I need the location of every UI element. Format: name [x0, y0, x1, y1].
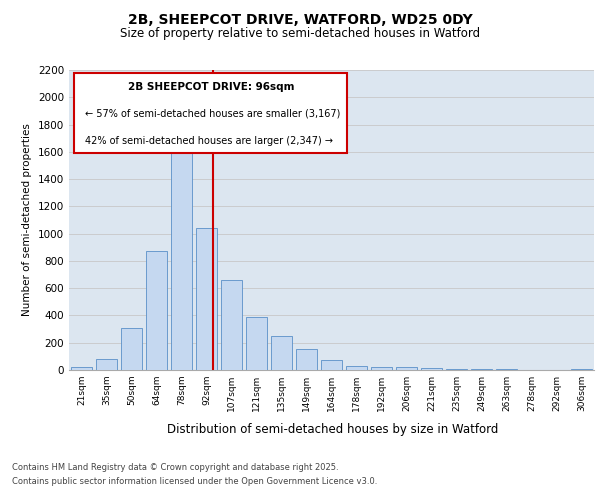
Text: Size of property relative to semi-detached houses in Watford: Size of property relative to semi-detach…	[120, 28, 480, 40]
Bar	[171, 141, 192, 370]
Bar	[146, 252, 167, 370]
Bar	[221, 280, 242, 370]
Bar	[74, 73, 347, 152]
Bar	[371, 366, 392, 370]
Bar	[196, 228, 217, 370]
Bar	[421, 368, 442, 370]
Text: Contains public sector information licensed under the Open Government Licence v3: Contains public sector information licen…	[12, 477, 377, 486]
Bar	[121, 328, 142, 370]
Bar	[321, 360, 342, 370]
Bar	[296, 349, 317, 370]
Bar	[96, 359, 117, 370]
Bar	[271, 336, 292, 370]
Text: 2B SHEEPCOT DRIVE: 96sqm: 2B SHEEPCOT DRIVE: 96sqm	[128, 82, 294, 92]
Text: Contains HM Land Registry data © Crown copyright and database right 2025.: Contains HM Land Registry data © Crown c…	[12, 464, 338, 472]
Bar	[346, 366, 367, 370]
Text: Distribution of semi-detached houses by size in Watford: Distribution of semi-detached houses by …	[167, 422, 499, 436]
Text: ← 57% of semi-detached houses are smaller (3,167): ← 57% of semi-detached houses are smalle…	[85, 109, 340, 119]
Bar	[396, 368, 417, 370]
Text: 2B, SHEEPCOT DRIVE, WATFORD, WD25 0DY: 2B, SHEEPCOT DRIVE, WATFORD, WD25 0DY	[128, 12, 472, 26]
Bar	[71, 368, 92, 370]
Text: 42% of semi-detached houses are larger (2,347) →: 42% of semi-detached houses are larger (…	[85, 136, 333, 146]
Y-axis label: Number of semi-detached properties: Number of semi-detached properties	[22, 124, 32, 316]
Bar	[246, 317, 267, 370]
